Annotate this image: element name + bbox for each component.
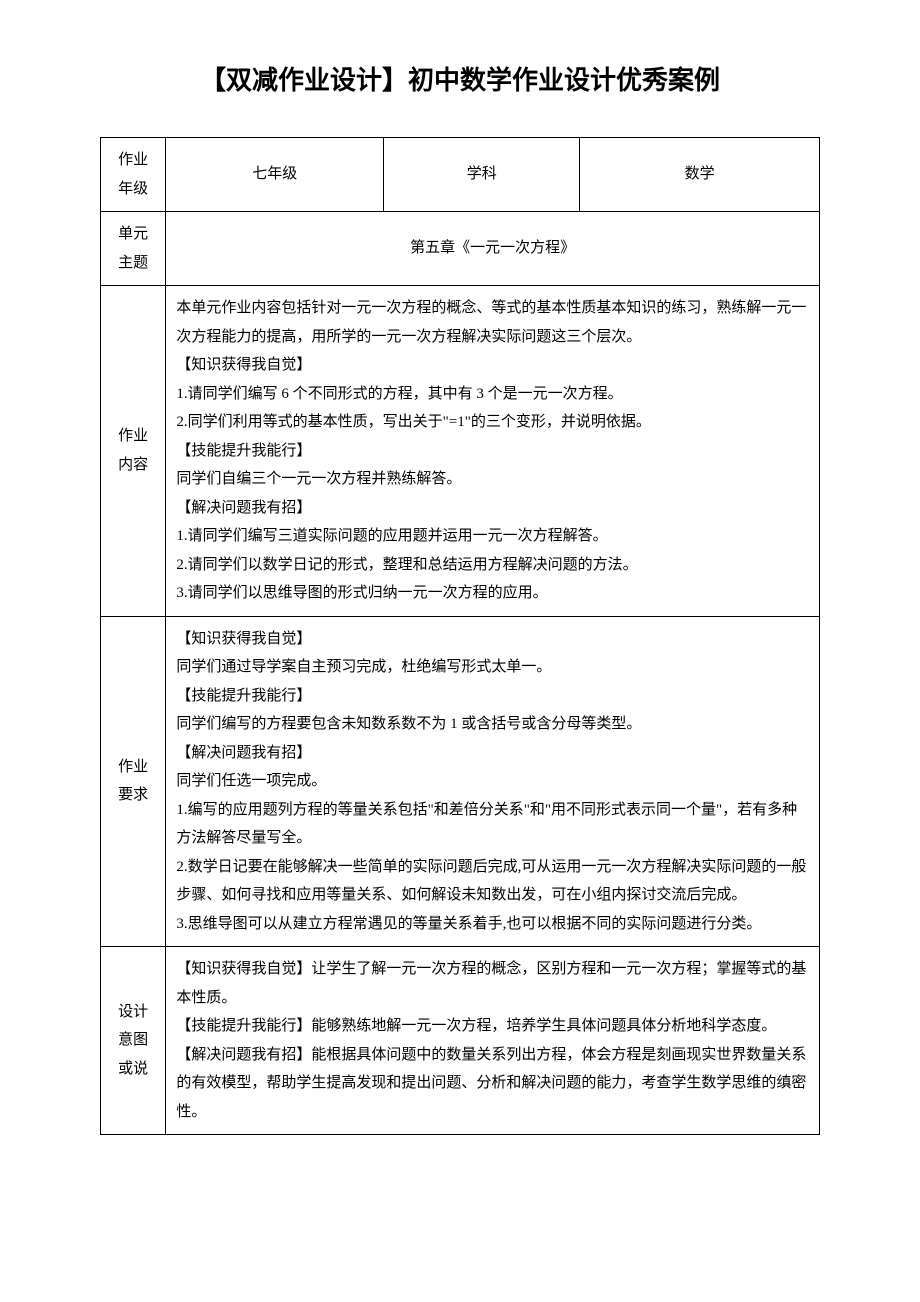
req-part3-heading: 【解决问题我有招】	[176, 739, 809, 768]
content-row: 作业内容 本单元作业内容包括针对一元一次方程的概念、等式的基本性质基本知识的练习…	[101, 286, 820, 617]
intent-body: 【知识获得我自觉】让学生了解一元一次方程的概念，区别方程和一元一次方程；掌握等式…	[166, 947, 820, 1135]
content-intro: 本单元作业内容包括针对一元一次方程的概念、等式的基本性质基本知识的练习，熟练解一…	[176, 294, 809, 351]
req-part1-heading: 【知识获得我自觉】	[176, 625, 809, 654]
intent-item3: 【解决问题我有招】能根据具体问题中的数量关系列出方程，体会方程是刻画现实世界数量…	[176, 1041, 809, 1127]
req-part3-intro: 同学们任选一项完成。	[176, 767, 809, 796]
header-row-unit: 单元主题 第五章《一元一次方程》	[101, 212, 820, 286]
req-part1-item1: 同学们通过导学案自主预习完成，杜绝编写形式太单一。	[176, 653, 809, 682]
req-part3-item2: 2.数学日记要在能够解决一些简单的实际问题后完成,可从运用一元一次方程解决实际问…	[176, 853, 809, 910]
subject-value: 数学	[580, 138, 820, 212]
main-table: 作业年级 七年级 学科 数学 单元主题 第五章《一元一次方程》 作业内容 本单元…	[100, 137, 820, 1135]
unit-label: 单元主题	[101, 212, 166, 286]
intent-item2: 【技能提升我能行】能够熟练地解一元一次方程，培养学生具体问题具体分析地科学态度。	[176, 1012, 809, 1041]
content-part2-heading: 【技能提升我能行】	[176, 437, 809, 466]
req-part3-item3: 3.思维导图可以从建立方程常遇见的等量关系着手,也可以根据不同的实际问题进行分类…	[176, 910, 809, 939]
content-part3-heading: 【解决问题我有招】	[176, 494, 809, 523]
content-part2-item1: 同学们自编三个一元一次方程并熟练解答。	[176, 465, 809, 494]
intent-item1: 【知识获得我自觉】让学生了解一元一次方程的概念，区别方程和一元一次方程；掌握等式…	[176, 955, 809, 1012]
content-part3-item2: 2.请同学们以数学日记的形式，整理和总结运用方程解决问题的方法。	[176, 551, 809, 580]
unit-value: 第五章《一元一次方程》	[166, 212, 820, 286]
subject-label: 学科	[384, 138, 580, 212]
content-label: 作业内容	[101, 286, 166, 617]
requirements-row: 作业要求 【知识获得我自觉】 同学们通过导学案自主预习完成，杜绝编写形式太单一。…	[101, 616, 820, 947]
requirements-body: 【知识获得我自觉】 同学们通过导学案自主预习完成，杜绝编写形式太单一。 【技能提…	[166, 616, 820, 947]
content-part1-item1: 1.请同学们编写 6 个不同形式的方程，其中有 3 个是一元一次方程。	[176, 380, 809, 409]
header-row-grade: 作业年级 七年级 学科 数学	[101, 138, 820, 212]
content-part3-item1: 1.请同学们编写三道实际问题的应用题并运用一元一次方程解答。	[176, 522, 809, 551]
content-part3-item3: 3.请同学们以思维导图的形式归纳一元一次方程的应用。	[176, 579, 809, 608]
content-part1-item2: 2.同学们利用等式的基本性质，写出关于"=1"的三个变形，并说明依据。	[176, 408, 809, 437]
intent-label: 设计意图或说	[101, 947, 166, 1135]
requirements-label: 作业要求	[101, 616, 166, 947]
req-part2-heading: 【技能提升我能行】	[176, 682, 809, 711]
content-part1-heading: 【知识获得我自觉】	[176, 351, 809, 380]
content-body: 本单元作业内容包括针对一元一次方程的概念、等式的基本性质基本知识的练习，熟练解一…	[166, 286, 820, 617]
grade-label: 作业年级	[101, 138, 166, 212]
grade-value: 七年级	[166, 138, 384, 212]
intent-row: 设计意图或说 【知识获得我自觉】让学生了解一元一次方程的概念，区别方程和一元一次…	[101, 947, 820, 1135]
req-part2-item1: 同学们编写的方程要包含未知数系数不为 1 或含括号或含分母等类型。	[176, 710, 809, 739]
req-part3-item1: 1.编写的应用题列方程的等量关系包括"和差倍分关系"和"用不同形式表示同一个量"…	[176, 796, 809, 853]
document-title: 【双减作业设计】初中数学作业设计优秀案例	[200, 60, 720, 97]
